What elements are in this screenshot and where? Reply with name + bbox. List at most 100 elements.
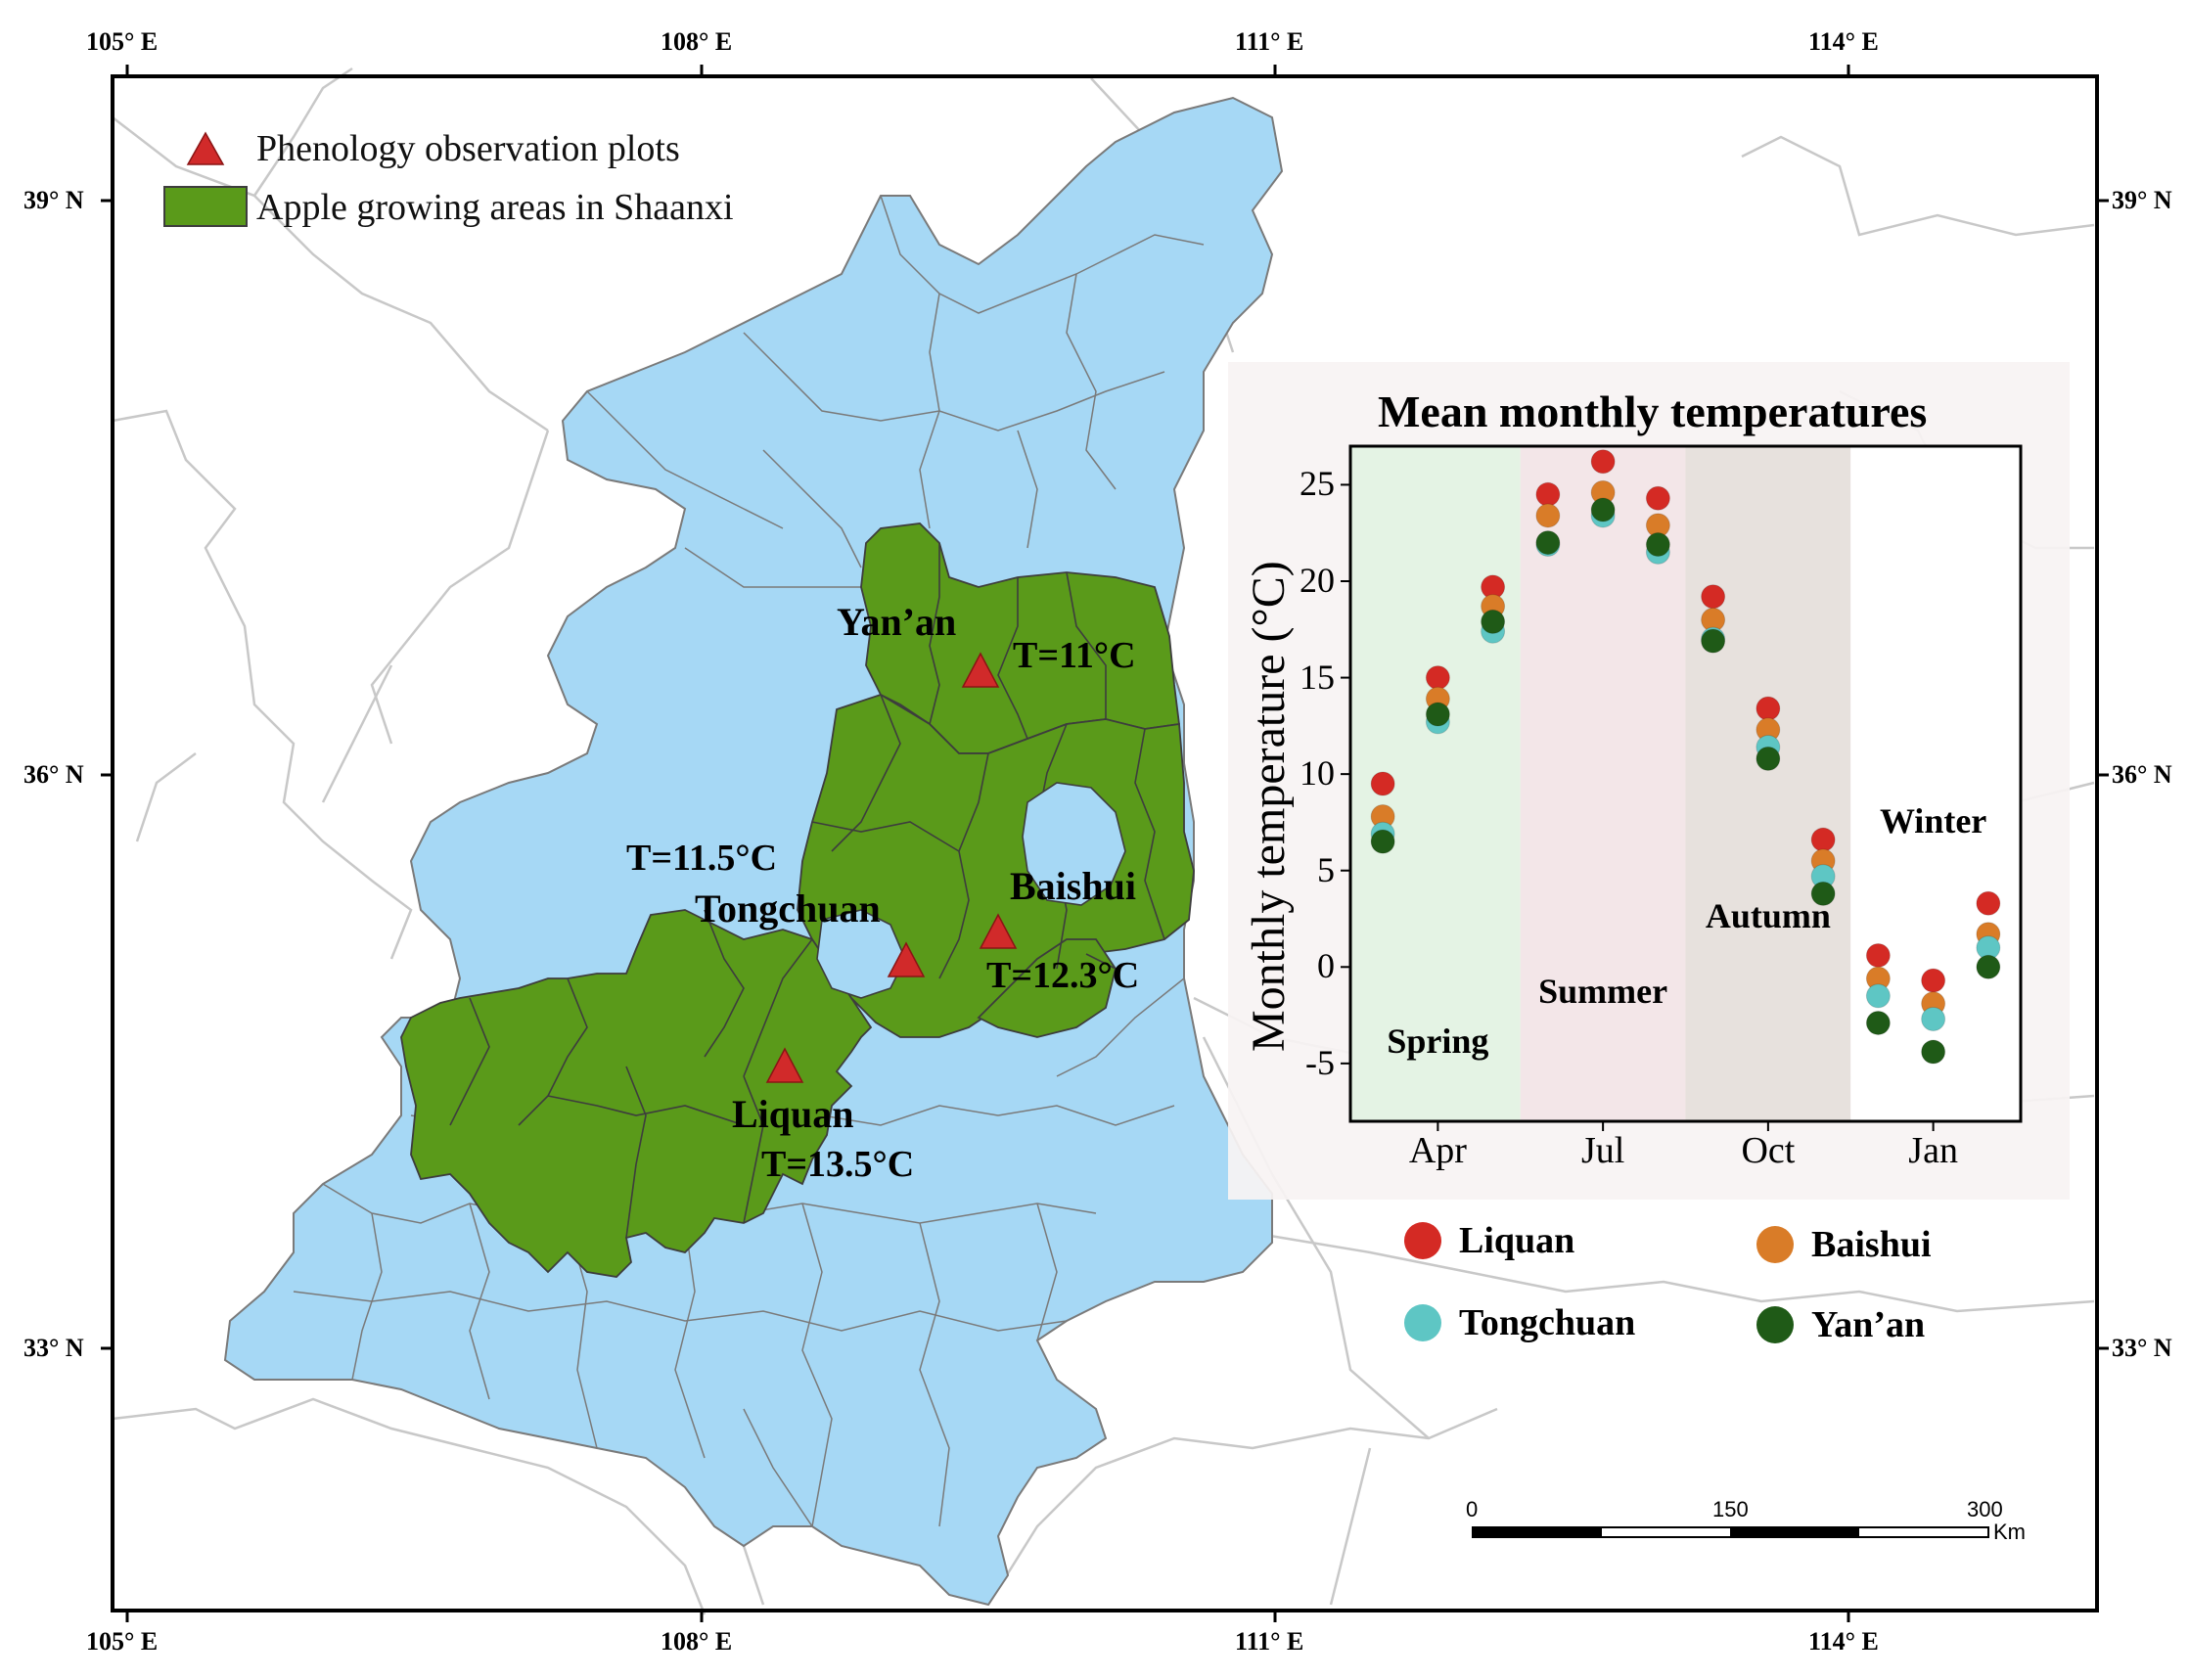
point-liquan [1756,696,1781,721]
graticule-ticks [101,65,2109,1622]
point-liquan [1370,771,1395,796]
x-tick-label: Apr [1408,1130,1467,1171]
lon-label-bottom-105: 105° E [86,1627,159,1656]
point-liquan [1701,584,1726,610]
point-yanan [1976,954,2001,979]
scale-label-300: 300 [1967,1497,2003,1521]
lat-label-left-33: 33° N [23,1334,84,1362]
lat-label-left-36: 36° N [23,760,84,789]
scale-unit: Km [1993,1520,2026,1544]
point-liquan [1976,890,2001,916]
x-tick-label: Oct [1741,1130,1796,1171]
point-liquan [1645,485,1670,511]
baishui-marker [979,913,1018,949]
point-yanan [1590,497,1616,522]
lon-label-top-108: 108° E [661,27,733,56]
lat-label-right-39: 39° N [2112,186,2172,214]
point-yanan [1810,881,1836,906]
point-tongchuan [1865,983,1891,1009]
lon-label-bottom-111: 111° E [1235,1627,1304,1656]
legend-label: Baishui [1811,1224,1932,1265]
legend-plots-label: Phenology observation plots [256,128,680,169]
legend-dot-icon [1756,1226,1794,1263]
point-yanan [1481,609,1506,634]
legend-entry-tongchuan: Tongchuan [1404,1301,1635,1344]
legend-entry-baishui: Baishui [1756,1223,1932,1266]
legend-label: Yan’an [1811,1304,1926,1345]
point-yanan [1756,746,1781,771]
x-tick-label: Jul [1580,1130,1625,1171]
y-tick-label: 10 [1300,753,1335,794]
season-label-autumn: Autumn [1705,896,1831,936]
temperature-inset-panel: Mean monthly temperatures Monthly temper… [1228,362,2070,1345]
legend-dot-icon [1756,1306,1794,1343]
point-baishui [1535,503,1561,528]
lat-label-right-36: 36° N [2112,760,2172,789]
point-yanan [1645,532,1670,558]
y-tick-label: 5 [1317,849,1335,889]
point-liquan [1865,942,1891,968]
chart-title: Mean monthly temperatures [1378,386,1928,436]
y-tick-label: 15 [1300,657,1335,697]
yanan-marker [961,652,1000,688]
scale-label-0: 0 [1466,1497,1479,1521]
season-label-winter: Winter [1879,801,1987,841]
site-markers [765,652,1018,1083]
point-liquan [1425,665,1450,691]
point-liquan [1590,449,1616,475]
apple-area-boundaries [449,543,1165,1239]
legend-dot-icon [1404,1222,1441,1259]
lon-label-top-111: 111° E [1235,27,1304,56]
legend-dot-icon [1404,1304,1441,1341]
temperature-chart [1341,444,2023,1131]
baishui-hole [1022,782,1126,906]
site-name-tongchuan: Tongchuan [695,886,881,931]
legend-green-swatch [163,186,248,227]
tongchuan-marker [887,941,926,977]
legend-label: Tongchuan [1459,1302,1636,1343]
plot-frame [1348,444,2023,1123]
y-tick-label: -5 [1305,1042,1335,1082]
season-label-summer: Summer [1538,971,1668,1011]
site-temp-baishui: T=12.3°C [986,955,1140,996]
legend-label: Liquan [1459,1220,1575,1261]
season-label-spring: Spring [1387,1022,1489,1062]
chart-y-axis-label: Monthly temperature (°C) [1243,561,1295,1052]
site-temp-yanan: T=11°C [1013,635,1136,676]
site-temp-liquan: T=13.5°C [761,1144,915,1185]
site-name-liquan: Liquan [732,1092,854,1136]
lon-label-top-114: 114° E [1808,27,1879,56]
point-yanan [1535,530,1561,556]
lon-label-top-105: 105° E [86,27,159,56]
lon-label-bottom-108: 108° E [661,1627,733,1656]
point-yanan [1701,628,1726,654]
legend-areas-label: Apple growing areas in Shaanxi [256,187,734,228]
legend-triangle-icon [186,131,225,165]
legend-entry-liquan: Liquan [1404,1219,1574,1262]
x-tick-label: Jan [1908,1130,1958,1171]
liquan-marker [765,1047,804,1083]
point-yanan [1425,702,1450,727]
point-yanan [1370,829,1395,854]
point-yanan [1865,1010,1891,1035]
map-frame [111,74,2099,1612]
y-tick-label: 25 [1300,464,1335,504]
season-band-autumn [1685,446,1851,1121]
lat-label-left-39: 39° N [23,186,84,214]
legend-entry-yanan: Yan’an [1756,1303,1925,1346]
lon-label-bottom-114: 114° E [1808,1627,1879,1656]
point-liquan [1535,481,1561,507]
lat-label-right-33: 33° N [2112,1334,2172,1362]
y-tick-label: 0 [1317,946,1335,986]
site-name-baishui: Baishui [1010,864,1136,908]
tongchuan-hole [816,909,906,999]
site-temp-tongchuan: T=11.5°C [626,838,778,879]
shaanxi-province [223,96,1284,1607]
y-tick-label: 20 [1300,561,1335,600]
scale-label-150: 150 [1712,1497,1749,1521]
point-yanan [1921,1039,1946,1065]
point-liquan [1921,968,1946,993]
site-name-yanan: Yan’an [837,600,957,644]
point-liquan [1810,827,1836,852]
